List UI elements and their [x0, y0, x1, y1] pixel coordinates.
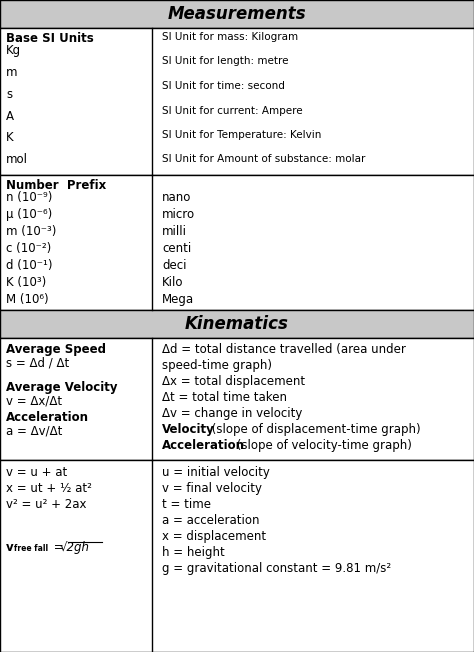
Bar: [0, 338, 474, 460]
Text: Average Speed: Average Speed: [6, 343, 106, 356]
Text: Δv = change in velocity: Δv = change in velocity: [162, 407, 302, 420]
Bar: [0, 310, 474, 338]
Text: SI Unit for Amount of substance: molar: SI Unit for Amount of substance: molar: [162, 155, 365, 164]
Bar: [0, 175, 474, 310]
Text: t = time: t = time: [162, 498, 211, 511]
Text: a = Δv/Δt: a = Δv/Δt: [6, 425, 63, 438]
Text: Measurements: Measurements: [168, 5, 306, 23]
Text: v = Δx/Δt: v = Δx/Δt: [6, 395, 62, 408]
Text: mol: mol: [6, 153, 28, 166]
Text: v² = u² + 2ax: v² = u² + 2ax: [6, 498, 86, 511]
Text: Acceleration: Acceleration: [162, 439, 245, 452]
Text: h = height: h = height: [162, 546, 225, 559]
Text: n (10⁻⁹): n (10⁻⁹): [6, 191, 52, 204]
Text: √2gh: √2gh: [60, 541, 90, 554]
Text: Δd = total distance travelled (area under: Δd = total distance travelled (area unde…: [162, 343, 406, 356]
Text: Kilo: Kilo: [162, 276, 183, 289]
Bar: [0, 0, 474, 28]
Text: SI Unit for time: second: SI Unit for time: second: [162, 81, 285, 91]
Text: μ (10⁻⁶): μ (10⁻⁶): [6, 208, 52, 221]
Text: milli: milli: [162, 225, 187, 238]
Text: K (10³): K (10³): [6, 276, 46, 289]
Text: s: s: [6, 87, 12, 100]
Text: (slope of velocity-time graph): (slope of velocity-time graph): [233, 439, 412, 452]
Text: g = gravitational constant = 9.81 m/s²: g = gravitational constant = 9.81 m/s²: [162, 562, 391, 575]
Text: d (10⁻¹): d (10⁻¹): [6, 259, 53, 272]
Text: v = final velocity: v = final velocity: [162, 482, 262, 495]
Bar: [0, 460, 474, 652]
Text: Kg: Kg: [6, 44, 21, 57]
Text: m: m: [6, 66, 18, 79]
Text: nano: nano: [162, 191, 191, 204]
Text: Mega: Mega: [162, 293, 194, 306]
Text: s = Δd / Δt: s = Δd / Δt: [6, 357, 69, 370]
Text: m (10⁻³): m (10⁻³): [6, 225, 56, 238]
Text: SI Unit for Temperature: Kelvin: SI Unit for Temperature: Kelvin: [162, 130, 321, 140]
Text: v = u + at: v = u + at: [6, 466, 67, 479]
Text: micro: micro: [162, 208, 195, 221]
Text: Δx = total displacement: Δx = total displacement: [162, 375, 305, 388]
Text: Number  Prefix: Number Prefix: [6, 179, 106, 192]
Bar: [0, 28, 474, 175]
Text: Velocity: Velocity: [162, 423, 215, 436]
Text: c (10⁻²): c (10⁻²): [6, 242, 51, 255]
Text: x = displacement: x = displacement: [162, 530, 266, 543]
Text: Average Velocity: Average Velocity: [6, 381, 118, 394]
Text: SI Unit for mass: Kilogram: SI Unit for mass: Kilogram: [162, 32, 298, 42]
Text: centi: centi: [162, 242, 191, 255]
Text: speed-time graph): speed-time graph): [162, 359, 272, 372]
Text: u = initial velocity: u = initial velocity: [162, 466, 270, 479]
Text: free fall: free fall: [14, 544, 48, 553]
Text: x = ut + ½ at²: x = ut + ½ at²: [6, 482, 92, 495]
Text: =: =: [50, 541, 67, 554]
Text: a = acceleration: a = acceleration: [162, 514, 259, 527]
Text: M (10⁶): M (10⁶): [6, 293, 49, 306]
Text: Δt = total time taken: Δt = total time taken: [162, 391, 287, 404]
Text: A: A: [6, 110, 14, 123]
Text: Kinematics: Kinematics: [185, 315, 289, 333]
Text: SI Unit for current: Ampere: SI Unit for current: Ampere: [162, 106, 302, 115]
Text: SI Unit for length: metre: SI Unit for length: metre: [162, 57, 289, 67]
Text: Acceleration: Acceleration: [6, 411, 89, 424]
Text: v: v: [6, 541, 14, 554]
Text: Base SI Units: Base SI Units: [6, 32, 94, 45]
Text: (slope of displacement-time graph): (slope of displacement-time graph): [208, 423, 420, 436]
Text: K: K: [6, 131, 14, 144]
Text: deci: deci: [162, 259, 186, 272]
